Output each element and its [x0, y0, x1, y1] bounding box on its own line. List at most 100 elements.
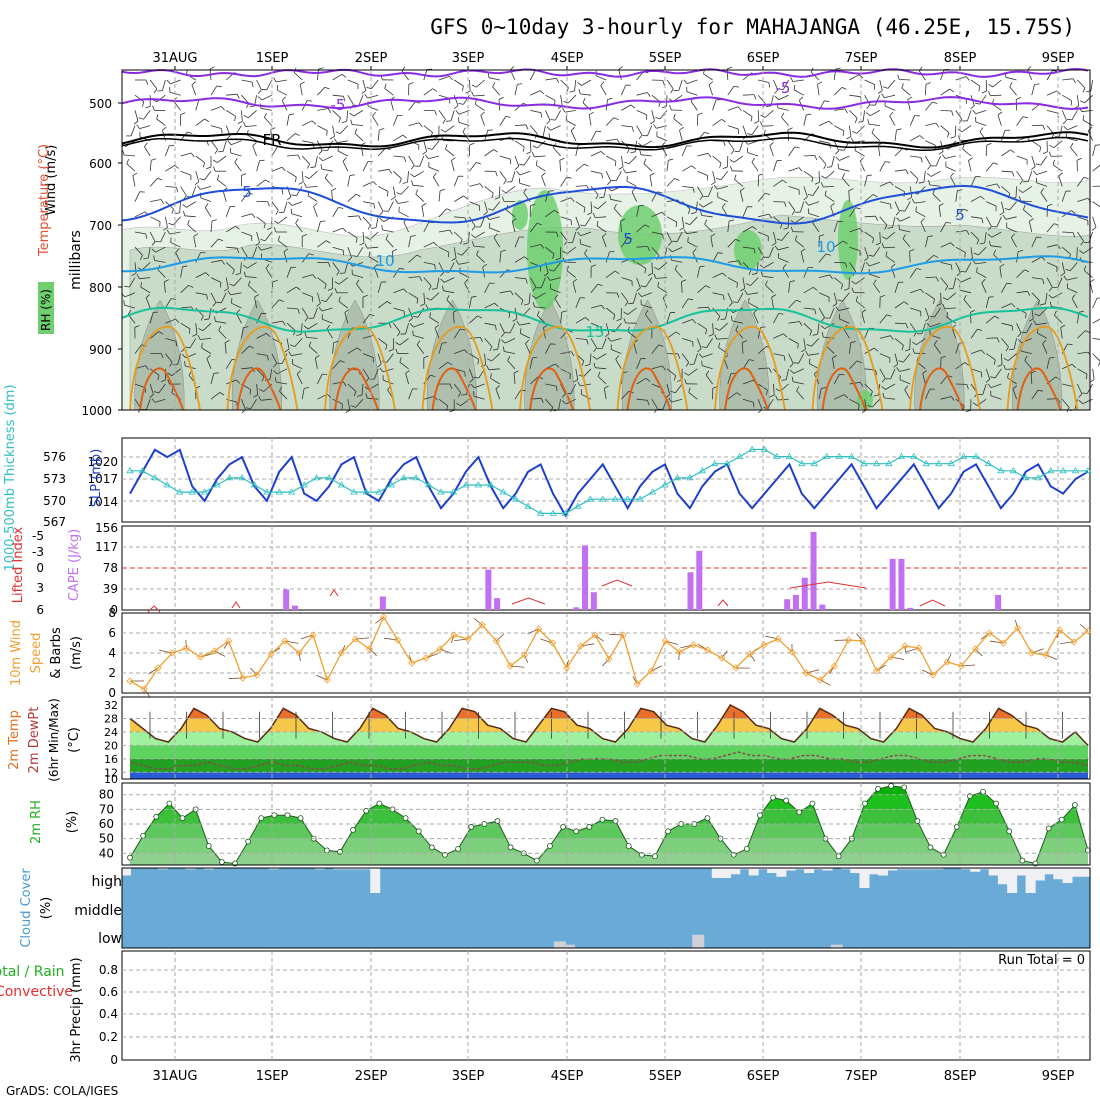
- wind-barb-flag: [473, 376, 479, 379]
- wind-barb-flag: [854, 118, 858, 123]
- rh-marker: [140, 832, 147, 839]
- wind-barb: [286, 322, 296, 331]
- wind-barb-flag: [369, 314, 375, 317]
- wind-barb: [271, 353, 278, 364]
- wind-barb-flag: [398, 206, 400, 212]
- wind-barb-flag: [624, 161, 630, 165]
- wind-barb: [458, 122, 470, 126]
- rh-marker: [993, 800, 1000, 807]
- wind-barb-flag: [774, 89, 779, 94]
- thickness-marker: [536, 509, 545, 516]
- wind-barb-flag: [1027, 291, 1031, 296]
- wind-barb-flag: [212, 302, 217, 307]
- wind-barb: [1054, 315, 1063, 324]
- wind-barb: [975, 648, 983, 657]
- wind-barb: [742, 94, 755, 96]
- wind-barb-flag: [510, 66, 515, 71]
- rh-marker: [1071, 802, 1078, 808]
- wind-barb: [140, 286, 151, 294]
- wind-barb: [340, 125, 349, 134]
- wind-barb: [286, 286, 297, 294]
- wind-barb-flag: [1035, 163, 1041, 166]
- wind-barb: [848, 190, 850, 202]
- wind-barb: [283, 251, 288, 263]
- wind-barb: [910, 155, 922, 158]
- wind-barb: [658, 262, 668, 270]
- wind-barb-flag: [814, 181, 820, 185]
- wind-barb: [825, 170, 835, 179]
- wind-barb: [1059, 125, 1063, 137]
- wind-barb: [200, 186, 212, 190]
- wind-barb: [773, 231, 777, 243]
- wind-barb: [689, 216, 698, 225]
- wind-barb: [523, 155, 531, 166]
- wind-barb: [788, 186, 800, 191]
- wind-barb: [681, 216, 685, 228]
- wind-barb-flag: [604, 385, 609, 389]
- wind-barb: [676, 231, 683, 242]
- wind-barb-flag: [890, 335, 894, 341]
- cape-bar: [810, 531, 817, 610]
- wind-barb-flag: [524, 256, 529, 261]
- wind-barb-flag: [200, 315, 204, 321]
- rh-marker: [888, 783, 895, 789]
- wind-barb: [550, 288, 561, 294]
- wind-barb-flag: [1054, 310, 1057, 316]
- wind-barb: [633, 342, 637, 354]
- wind-barb: [1005, 368, 1017, 370]
- wind-barb: [803, 186, 808, 197]
- wind-barb: [788, 167, 800, 172]
- wind-barb: [710, 236, 713, 248]
- low-cloud-bar: [553, 941, 566, 948]
- rh-marker: [166, 800, 173, 807]
- wind-barb-flag: [766, 389, 768, 395]
- wind-barb: [423, 222, 430, 233]
- temp-contour-25: [529, 367, 574, 411]
- wind-barb-flag: [601, 304, 605, 310]
- wind-barb: [873, 246, 881, 257]
- wind-barb-flag: [731, 315, 733, 321]
- slp-axis-label: SLP (mb): [89, 449, 104, 508]
- wind-barb-flag: [395, 348, 398, 354]
- wind-barb: [144, 146, 151, 157]
- thickness-marker: [711, 459, 719, 467]
- wind-barb-flag: [356, 347, 362, 352]
- wind-barb-flag: [611, 179, 617, 182]
- wind-barb-flag: [656, 191, 662, 193]
- wind-barb-flag: [540, 398, 544, 403]
- wind-barb-flag: [774, 245, 779, 251]
- wind-barb-flag: [872, 194, 878, 198]
- wind-barb-flag: [249, 389, 252, 395]
- wind-barb-flag: [543, 324, 549, 328]
- wind-barb: [545, 383, 557, 387]
- wind-barb: [165, 216, 168, 228]
- wind-barb-flag: [720, 318, 726, 320]
- wind-barb: [954, 125, 957, 137]
- wind-barb-flag: [889, 181, 894, 186]
- wind-barb-flag: [550, 343, 556, 345]
- top-date-label: 5SEP: [649, 51, 682, 66]
- wind-barb-flag: [653, 123, 657, 129]
- wind-barb-flag: [935, 122, 940, 128]
- high-cloud-gap: [933, 868, 944, 870]
- wind-barb: [193, 236, 197, 248]
- wind-barb: [925, 254, 935, 263]
- wind-barb-flag: [858, 404, 860, 410]
- wind-barb-flag: [631, 126, 634, 132]
- wind-barb: [621, 125, 633, 128]
- wind-barb: [945, 166, 956, 172]
- wind-barb-flag: [865, 261, 870, 267]
- wind-barb-flag: [1002, 214, 1007, 220]
- wind-barb-flag: [976, 239, 980, 245]
- high-cloud-gap: [813, 868, 824, 870]
- wind-barb: [317, 373, 323, 385]
- wind-barb-flag: [190, 152, 195, 158]
- wind-barb-flag: [410, 235, 416, 237]
- wind-barb-flag: [981, 90, 987, 94]
- wind-barb-flag: [221, 260, 225, 265]
- wind10-axis-label: 10m Wind: [9, 620, 24, 686]
- wind-barb-flag: [679, 126, 684, 131]
- wind-barb-flag: [492, 348, 498, 351]
- wind-barb: [352, 124, 364, 126]
- bottom-date-axis: 31AUG 1SEP 2SEP 3SEP 4SEP 5SEP 6SEP 7SEP 8SEP 9SE…: [152, 1069, 1074, 1084]
